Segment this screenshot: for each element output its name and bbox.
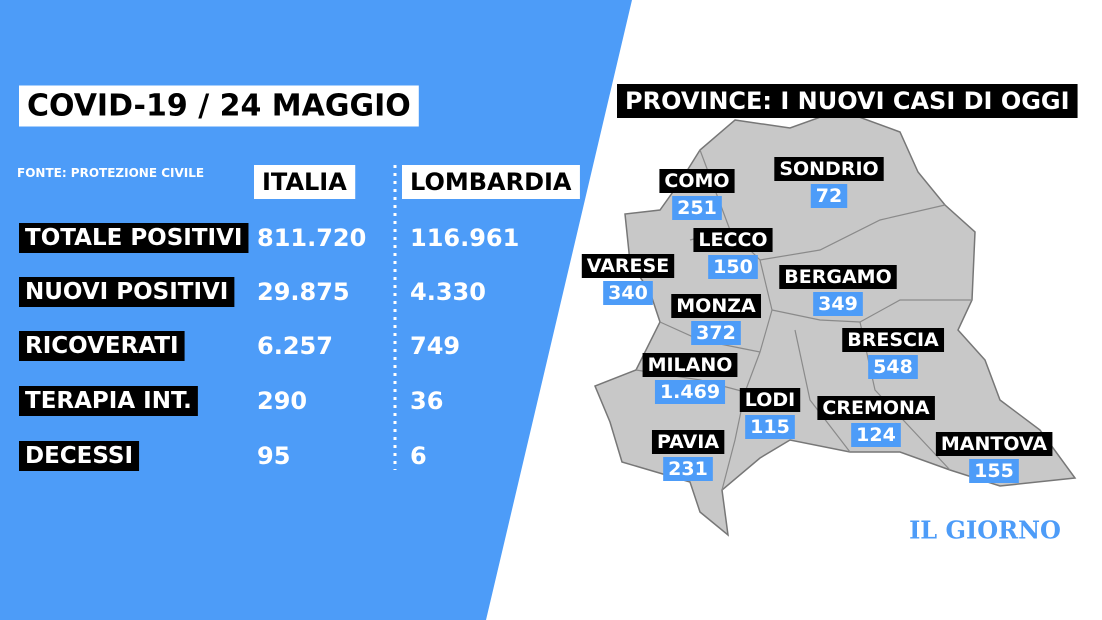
label-box <box>672 196 722 220</box>
label-box <box>19 441 140 471</box>
source: FONTE: PROTEZIONE CIVILE <box>17 166 204 180</box>
row-label: TERAPIA INT. <box>25 388 192 414</box>
label-box <box>691 321 741 345</box>
label-box <box>693 228 773 252</box>
column-header: ITALIA <box>262 168 347 196</box>
label-box <box>810 184 848 208</box>
province-value: 1.469 <box>660 381 720 403</box>
map-title: PROVINCE: I NUOVI CASI DI OGGI <box>625 87 1070 115</box>
province-name: MILANO <box>648 354 733 376</box>
italia-value: 95 <box>257 442 290 470</box>
label-box <box>254 165 356 199</box>
label-box <box>745 415 795 439</box>
label-box <box>402 165 580 199</box>
province-name: BRESCIA <box>847 329 939 351</box>
logo: IL GIORNO <box>909 516 1061 545</box>
label-box <box>19 277 235 307</box>
italia-value: 811.720 <box>257 224 366 252</box>
province-name: COMO <box>664 170 729 192</box>
province-name: CREMONA <box>822 397 930 419</box>
label-box <box>969 459 1019 483</box>
label-box <box>779 265 897 289</box>
province-value: 251 <box>677 197 717 219</box>
row-label: DECESSI <box>25 443 133 469</box>
province-value: 349 <box>818 293 858 315</box>
label-box <box>19 223 249 253</box>
province-value: 340 <box>608 282 648 304</box>
province-name: LECCO <box>698 229 767 251</box>
province-name: VARESE <box>587 255 669 277</box>
province-name: PAVIA <box>657 431 719 453</box>
province-value: 72 <box>816 185 842 207</box>
title: COVID-19 / 24 MAGGIO <box>27 89 411 124</box>
label-box <box>739 388 801 412</box>
province-value: 372 <box>696 322 736 344</box>
label-box <box>19 386 198 416</box>
province-value: 115 <box>750 416 790 438</box>
label-box <box>708 255 758 279</box>
row-label: NUOVI POSITIVI <box>25 279 228 305</box>
province-name: SONDRIO <box>779 158 878 180</box>
label-box <box>659 169 735 193</box>
column-header: LOMBARDIA <box>410 168 572 196</box>
label-box <box>654 380 726 404</box>
province-value: 155 <box>974 460 1014 482</box>
label-box <box>663 457 713 481</box>
row-label: RICOVERATI <box>25 333 179 359</box>
label-box <box>868 355 918 379</box>
province-name: MANTOVA <box>941 433 1048 455</box>
lombardia-value: 6 <box>410 442 427 470</box>
label-box <box>603 281 653 305</box>
province-name: MONZA <box>676 295 756 317</box>
label-box <box>581 254 675 278</box>
label-box <box>671 294 762 318</box>
lombardia-value: 4.330 <box>410 278 486 306</box>
province-name: LODI <box>745 389 795 411</box>
label-box <box>842 328 945 352</box>
province-value: 548 <box>873 356 913 378</box>
label-box <box>935 432 1053 456</box>
blue-panel <box>0 0 632 620</box>
label-box <box>642 353 738 377</box>
province-value: 150 <box>713 256 753 278</box>
province-value: 124 <box>856 424 896 446</box>
label-box <box>851 423 901 447</box>
italia-value: 6.257 <box>257 332 333 360</box>
label-box <box>774 157 884 181</box>
province-name: BERGAMO <box>784 266 891 288</box>
italia-value: 290 <box>257 387 307 415</box>
label-box <box>651 430 725 454</box>
label-box <box>817 396 935 420</box>
label-box <box>19 85 419 127</box>
row-label: TOTALE POSITIVI <box>25 225 242 251</box>
lombardia-value: 749 <box>410 332 460 360</box>
lombardia-value: 36 <box>410 387 443 415</box>
label-box <box>19 331 185 361</box>
province-value: 231 <box>668 458 708 480</box>
label-box <box>813 292 863 316</box>
lombardia-value: 116.961 <box>410 224 519 252</box>
label-box <box>617 84 1078 118</box>
italia-value: 29.875 <box>257 278 350 306</box>
